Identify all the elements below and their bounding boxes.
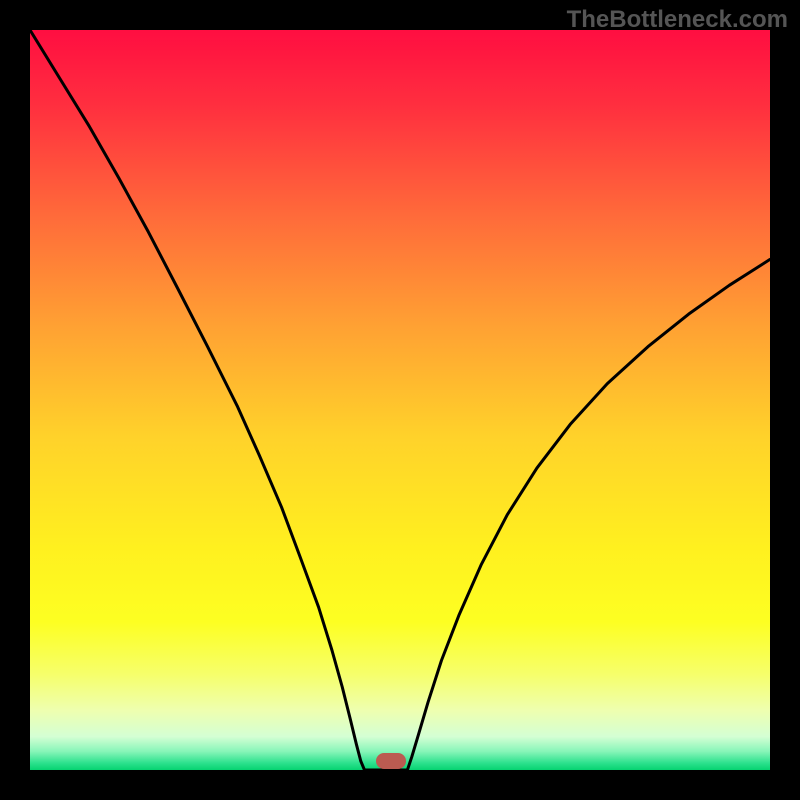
optimum-marker [376, 753, 406, 769]
plot-area [30, 30, 770, 770]
watermark-text: TheBottleneck.com [567, 6, 788, 34]
bottleneck-curve [30, 30, 770, 770]
